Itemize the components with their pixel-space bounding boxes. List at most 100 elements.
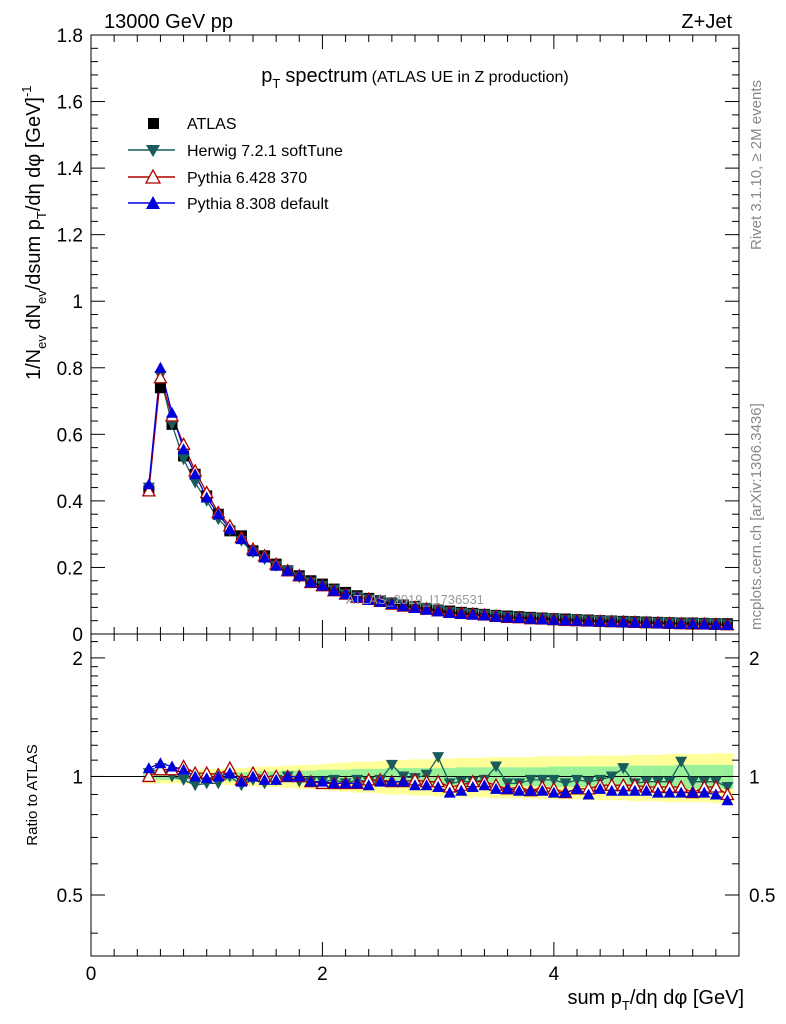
main-ytick-label: 1.2 (57, 226, 83, 247)
source-label: mcplots.cern.ch [arXiv:1306.3436] (748, 403, 765, 630)
main-point-3 (316, 579, 329, 591)
main-point-3 (258, 551, 271, 563)
main-ytick-label: 0.4 (57, 492, 84, 513)
ratio-point-2 (709, 788, 722, 800)
title-sub: T (272, 76, 280, 91)
ratio-point-0 (547, 774, 560, 786)
main-point-1 (189, 477, 202, 489)
main-point-3 (652, 617, 664, 629)
rivet-label: Rivet 3.1.10, ≥ 2M events (748, 80, 765, 250)
main-point-3 (339, 588, 352, 600)
xlabel-post: /dη dφ [GeV] (630, 987, 744, 1009)
ratio-ylabel: Ratio to ATLAS (24, 744, 41, 845)
ratio-point-2 (640, 784, 653, 796)
ratio-point-0 (605, 771, 618, 783)
legend-marker-atlas (148, 118, 159, 129)
xlabel-pre: sum p (567, 987, 621, 1009)
ratio-point-2 (351, 777, 364, 789)
main-point-3 (640, 617, 653, 629)
ratio-point-2 (293, 770, 306, 782)
ratio-point-2 (189, 770, 202, 782)
main-point-3 (466, 608, 479, 620)
main-point-3 (617, 616, 630, 628)
ratio-point-2 (200, 772, 213, 784)
title-main: p (261, 65, 272, 87)
main-point-3 (663, 617, 676, 629)
main-point-3 (189, 468, 202, 480)
ratio-point-2 (247, 770, 259, 782)
main-point-3 (304, 576, 317, 588)
ratio-point-2 (524, 784, 537, 796)
main-point-3 (420, 603, 433, 615)
ratio-point-2 (455, 784, 468, 796)
main-point-3 (675, 618, 688, 630)
main-point-2 (141, 483, 156, 497)
main-point-3 (281, 564, 294, 576)
ratio-point-0 (432, 752, 445, 764)
legend-label-atlas: ATLAS (187, 116, 237, 133)
ratio-point-1 (153, 762, 168, 776)
main-point-3 (501, 611, 514, 623)
main-point-3 (709, 618, 722, 630)
main-ytick-label: 0.6 (57, 425, 83, 446)
ratio-ytick-label: 0.5 (57, 886, 83, 907)
ratio-point-0 (385, 759, 398, 771)
ratio-point-2 (501, 782, 514, 794)
ratio-point-2 (698, 786, 711, 798)
main-ytick-label: 1.6 (57, 93, 83, 114)
main-point-3 (698, 618, 711, 630)
main-point-3 (247, 544, 259, 556)
main-ytick-label: 1.8 (57, 26, 83, 47)
ratio-point-2 (571, 782, 583, 794)
ratio-point-2 (652, 786, 664, 798)
main-point-3 (270, 559, 283, 571)
main-ytick-label: 0 (72, 625, 83, 646)
ratio-point-2 (466, 781, 479, 793)
ratio-point-0 (189, 780, 202, 792)
ratio-ytick-label-right: 0.5 (749, 886, 775, 907)
title-subtitle: (ATLAS UE in Z production) (372, 69, 569, 86)
main-line-2 (148, 377, 728, 626)
ratio-panel: 0.5 0.5 1 1 2 2 0 2 4 Ratio to ATLAS sum pT/dη d… (24, 633, 775, 1013)
ratio-point-2 (235, 775, 248, 787)
header-left: 13000 GeV pp (104, 11, 233, 33)
main-point-3 (362, 594, 375, 606)
main-point-3 (212, 508, 225, 520)
main-point-3 (166, 406, 178, 418)
ratio-point-2 (420, 779, 433, 791)
main-point-3 (293, 569, 306, 581)
ratio-point-2 (443, 786, 456, 798)
main-line-1 (148, 375, 728, 625)
main-point-3 (559, 614, 572, 626)
main-point-3 (605, 616, 618, 628)
ratio-point-0 (617, 763, 630, 775)
legend-label-pythia6: Pythia 6.428 370 (187, 170, 307, 187)
legend: ATLAS Herwig 7.2.1 softTune Pythia 6.428… (128, 116, 343, 213)
main-point-3 (524, 612, 537, 624)
ratio-point-2 (478, 779, 491, 791)
ratio-point-2 (675, 786, 688, 798)
main-point-2 (153, 370, 168, 384)
ratio-point-2 (536, 784, 549, 796)
main-point-3 (443, 607, 456, 619)
ratio-ytick-label: 1 (72, 767, 83, 788)
ratio-xtick-label: 2 (317, 964, 328, 985)
legend-label-pythia8: Pythia 8.308 default (187, 196, 329, 213)
ratio-xlabel: sum pT/dη dφ [GeV] (567, 987, 744, 1013)
ratio-point-2 (686, 786, 699, 798)
main-point-3 (686, 618, 699, 630)
main-point-3 (328, 584, 340, 596)
main-panel: 0 0.2 0.4 0.6 0.8 1 1.2 1.4 1.6 1.8 ATLAS_2019_I1… (19, 26, 740, 646)
legend-marker-pythia6 (144, 168, 162, 184)
ratio-point-2 (258, 773, 271, 785)
ratio-point-0 (177, 774, 190, 786)
main-point-3 (409, 602, 421, 614)
main-line-3 (148, 367, 728, 626)
main-point-3 (351, 591, 364, 603)
ratio-point-2 (605, 784, 618, 796)
ratio-point-2 (628, 784, 641, 796)
ratio-point-2 (154, 757, 167, 769)
ratio-point-2 (362, 779, 375, 791)
ratio-point-2 (385, 775, 398, 787)
